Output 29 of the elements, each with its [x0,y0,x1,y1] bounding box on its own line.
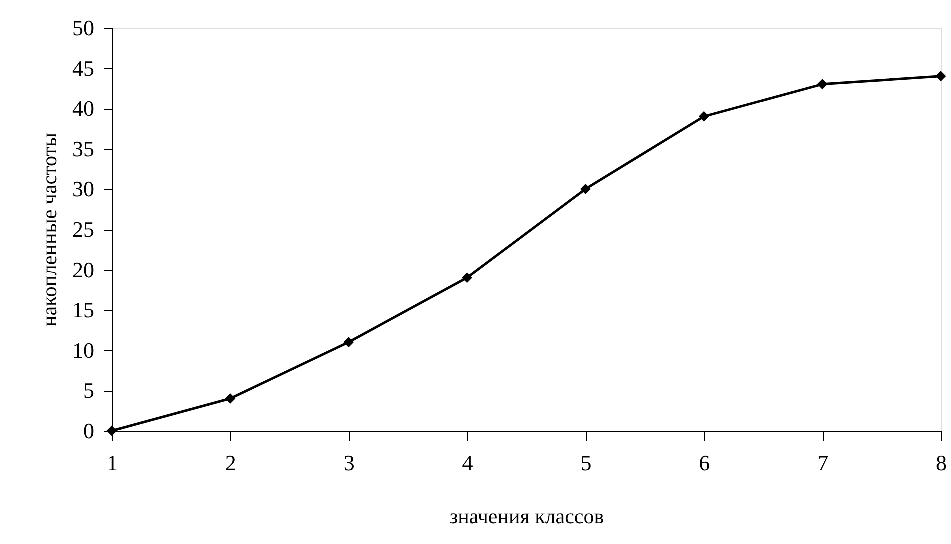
x-axis-title: значения классов [450,504,604,528]
x-tick-label: 2 [225,450,236,476]
y-tick-label: 35 [72,136,94,162]
x-tick-label: 5 [580,450,592,476]
y-tick-label: 50 [72,16,94,40]
x-tick-label: 1 [107,450,118,476]
x-tick-label: 8 [936,450,947,476]
point [225,394,236,404]
y-tick-label: 5 [84,378,94,404]
point [106,426,118,436]
point [462,272,473,284]
point [698,111,710,122]
point [936,71,946,82]
x-tick-label: 7 [818,450,829,476]
y-tick-label: 40 [72,96,94,122]
x-tick-label: 3 [344,450,355,476]
x-tick-label: 4 [462,450,474,476]
y-tick-label: 45 [72,56,94,81]
y-tick-label: 20 [72,257,94,282]
x-tick-label: 6 [699,450,710,476]
y-tick-label: 30 [72,176,94,202]
y-tick-label: 0 [84,418,94,444]
y-tick-label: 25 [72,217,94,242]
y-tick-label: 10 [72,338,94,363]
y-tick-label: 15 [72,298,94,323]
point [580,184,591,194]
point [344,337,354,348]
y-axis-title: накопленные частоты [38,132,62,328]
point [817,79,828,90]
